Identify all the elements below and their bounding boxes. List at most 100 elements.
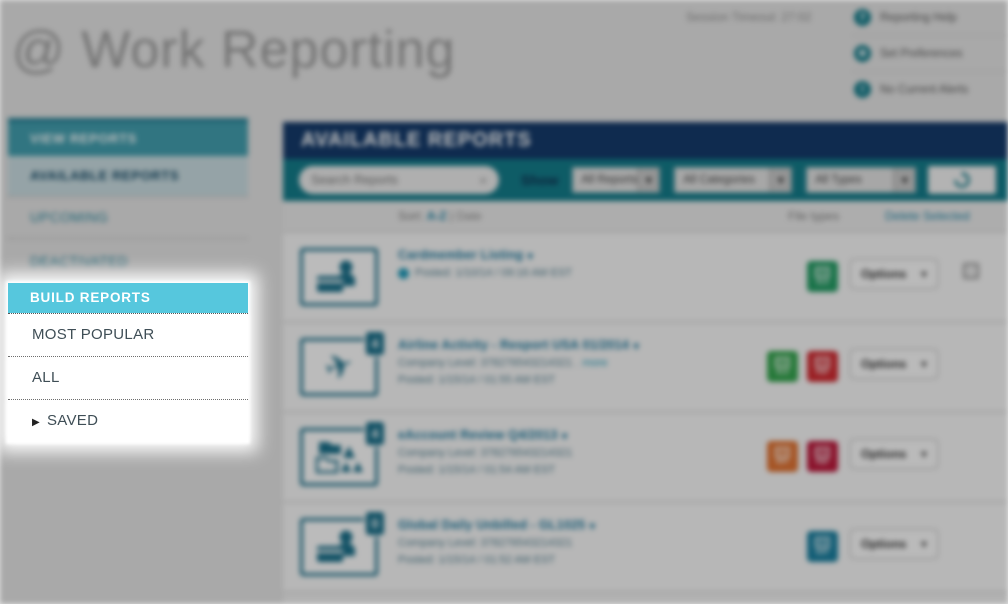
report-company-level: Company Level: 378276543214321: [398, 447, 573, 459]
person-card-icon: [317, 530, 355, 562]
alert-icon: !: [854, 81, 871, 98]
data-glyph: [815, 537, 830, 548]
delete-selected-link[interactable]: Delete Selected: [885, 209, 970, 223]
chevron-down-icon: ▼: [637, 168, 660, 192]
chevron-down-icon: ▼: [920, 359, 927, 369]
status-dot: [398, 267, 409, 279]
sort-row: Sort: A-Z | Date File types Delete Selec…: [283, 201, 1008, 233]
sidebar-item-upcoming[interactable]: UPCOMING: [8, 196, 248, 238]
filter-all-reports-value: All Reports: [581, 174, 638, 186]
report-title: Global Daily Unbilled - GL1025: [398, 518, 586, 532]
sidebar-item-available-reports[interactable]: AVAILABLE REPORTS: [8, 156, 248, 196]
report-posted: Posted: 1/10/14 / 09:16 AM EST: [415, 267, 573, 279]
available-reports-panel: AVAILABLE REPORTS × Show All Reports ▼ A…: [283, 122, 1008, 604]
report-title-link[interactable]: Airline Activity - Resport USA 01/2014 ▼: [398, 338, 639, 352]
report-title-link[interactable]: Cardmember Listing ▼: [398, 248, 572, 262]
file-type-label: PPT: [776, 460, 789, 466]
chevron-right-icon: ▶: [32, 417, 40, 428]
report-posted: Posted: 1/15/14 / 01:54 AM EST: [398, 464, 556, 476]
pdf-file-icon[interactable]: PDF: [807, 441, 838, 472]
options-label: Options: [861, 447, 907, 461]
sort-controls: Sort: A-Z | Date: [398, 209, 482, 223]
sidebar-section-build-reports: BUILD REPORTS: [8, 283, 248, 313]
filter-all-categories-value: All Categories: [683, 174, 755, 186]
build-reports-spotlight: BUILD REPORTS MOST POPULAR ALL ▶ SAVED: [8, 283, 248, 442]
sidebar-section-view-reports: VIEW REPORTS: [8, 118, 248, 156]
set-preferences-label: Set Preferences: [880, 47, 963, 60]
select-report-checkbox[interactable]: [963, 263, 979, 279]
refresh-icon: [954, 171, 971, 188]
session-timeout: Session Timeout: 27:02: [686, 10, 812, 24]
file-type-label: XLS: [816, 280, 829, 286]
sort-date-link[interactable]: Date: [456, 209, 482, 223]
sidebar-item-saved[interactable]: ▶ SAVED: [8, 399, 248, 442]
chevron-down-icon: ▼: [633, 342, 640, 351]
person-card-icon: [317, 260, 355, 292]
options-button[interactable]: Options ▼: [850, 349, 938, 379]
pdf-file-icon[interactable]: PDF: [807, 351, 838, 382]
sort-az-link[interactable]: A-Z: [426, 209, 447, 223]
options-label: Options: [861, 267, 907, 281]
set-preferences-link[interactable]: ✱ Set Preferences: [852, 36, 1008, 72]
alerts-link[interactable]: ! No Current Alerts: [852, 72, 1008, 107]
options-button[interactable]: Options ▼: [850, 439, 938, 469]
file-type-label: PDF: [816, 370, 829, 376]
file-type-label: DAT: [816, 550, 829, 556]
report-company-level: Company Level: 378276543214321 .: [398, 357, 579, 369]
reporting-help-label: Reporting Help: [880, 11, 957, 24]
options-label: Options: [861, 537, 907, 551]
report-title: eAccount Review Q4/2013: [398, 428, 558, 442]
xls-file-icon[interactable]: XLS: [807, 261, 838, 292]
reporting-help-link[interactable]: ? Reporting Help: [852, 0, 1008, 36]
sidebar-item-most-popular[interactable]: MOST POPULAR: [8, 313, 248, 356]
report-posted: Posted: 1/15/14 / 01:55 AM EST: [398, 374, 556, 386]
slides-glyph: [775, 447, 790, 458]
help-icon: ?: [854, 9, 871, 26]
dat-file-icon[interactable]: DAT: [807, 531, 838, 562]
more-link[interactable]: more: [582, 357, 608, 369]
report-title: Airline Activity - Resport USA 01/2014: [398, 338, 630, 352]
search-input[interactable]: [311, 173, 480, 187]
sort-divider: |: [450, 209, 454, 223]
airplane-icon: ✈: [319, 343, 359, 391]
file-types-link[interactable]: File types: [788, 209, 840, 223]
sort-label: Sort:: [398, 209, 424, 223]
report-posted: Posted: 1/15/14 / 01:52 AM EST: [398, 554, 556, 566]
show-label: Show: [521, 172, 559, 188]
panel-title: AVAILABLE REPORTS: [283, 122, 1008, 159]
ppt-file-icon[interactable]: PPT: [767, 441, 798, 472]
filter-all-reports[interactable]: All Reports ▼: [572, 167, 661, 193]
top-utility-menu: ? Reporting Help ✱ Set Preferences ! No …: [852, 0, 1008, 107]
filter-all-categories[interactable]: All Categories ▼: [674, 167, 793, 193]
chevron-down-icon: ▼: [920, 449, 927, 459]
clear-search-icon[interactable]: ×: [479, 172, 487, 188]
report-title-link[interactable]: eAccount Review Q4/2013 ▼: [398, 428, 572, 442]
spreadsheet-glyph: [775, 357, 790, 368]
report-title-link[interactable]: Global Daily Unbilled - GL1025 ▼: [398, 518, 596, 532]
chevron-down-icon: ▼: [893, 168, 916, 192]
options-label: Options: [861, 357, 907, 371]
report-row: Cardmember Listing ▼ Posted: 1/10/14 / 09…: [283, 233, 1008, 323]
filter-all-types[interactable]: All Types ▼: [806, 167, 917, 193]
report-row: ✈ 4 Airline Activity - Resport USA 01/20…: [283, 323, 1008, 413]
sidebar-item-saved-label: SAVED: [47, 412, 99, 429]
refresh-button[interactable]: [928, 166, 997, 194]
chevron-down-icon: ▼: [589, 522, 596, 531]
chevron-down-icon: ▼: [527, 252, 534, 261]
report-count-badge: 4: [364, 330, 386, 357]
cardmember-report-icon: [300, 248, 378, 306]
filter-bar: × Show All Reports ▼ All Categories ▼ Al…: [283, 159, 1008, 201]
options-button[interactable]: Options ▼: [850, 259, 938, 289]
chevron-down-icon: ▼: [769, 168, 792, 192]
spreadsheet-glyph: [815, 267, 830, 278]
sidebar-item-deactivated[interactable]: DEACTIVATED: [8, 238, 248, 283]
options-button[interactable]: Options ▼: [850, 529, 938, 559]
chevron-down-icon: ▼: [561, 432, 568, 441]
chevron-down-icon: ▼: [920, 269, 927, 279]
report-count-badge: 4: [364, 420, 386, 447]
report-row: 4 eAccount Review Q4/2013 ▼ Company Level…: [283, 413, 1008, 503]
report-row: 0 Global Daily Unbilled - GL1025 ▼ Compan…: [283, 503, 1008, 593]
xls-file-icon[interactable]: XLS: [767, 351, 798, 382]
sidebar-item-all[interactable]: ALL: [8, 356, 248, 399]
